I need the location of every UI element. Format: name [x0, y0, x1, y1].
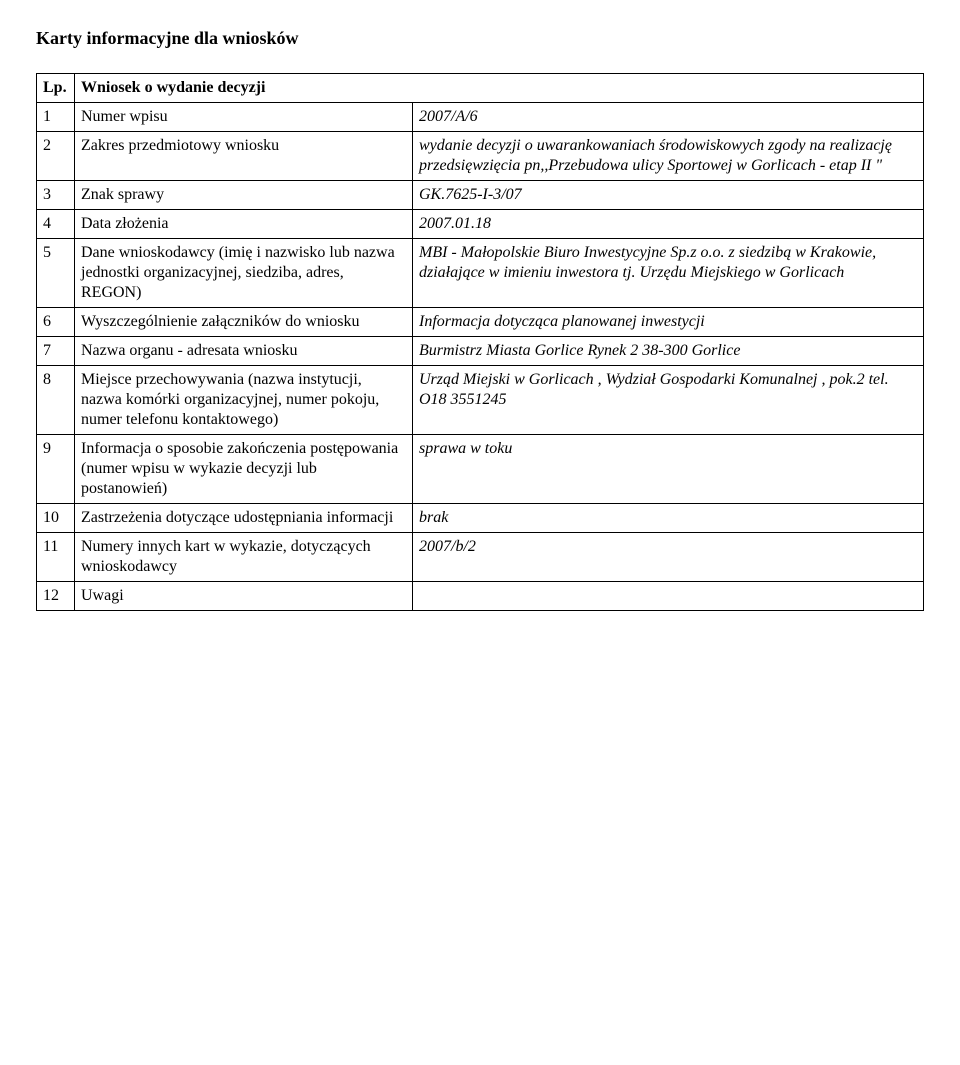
- row-number: 12: [37, 582, 75, 611]
- row-value: Informacja dotycząca planowanej inwestyc…: [413, 308, 924, 337]
- row-label: Data złożenia: [75, 210, 413, 239]
- row-number: 6: [37, 308, 75, 337]
- row-number: 11: [37, 533, 75, 582]
- table-header-row: Lp. Wniosek o wydanie decyzji: [37, 74, 924, 103]
- row-value: sprawa w toku: [413, 435, 924, 504]
- row-label: Zakres przedmiotowy wniosku: [75, 132, 413, 181]
- row-value: wydanie decyzji o uwarankowaniach środow…: [413, 132, 924, 181]
- row-label: Dane wnioskodawcy (imię i nazwisko lub n…: [75, 239, 413, 308]
- row-label: Zastrzeżenia dotyczące udostępniania inf…: [75, 504, 413, 533]
- row-label: Uwagi: [75, 582, 413, 611]
- row-label: Miejsce przechowywania (nazwa instytucji…: [75, 366, 413, 435]
- table-row: 4Data złożenia2007.01.18: [37, 210, 924, 239]
- row-value: Urząd Miejski w Gorlicach , Wydział Gosp…: [413, 366, 924, 435]
- row-label: Numer wpisu: [75, 103, 413, 132]
- row-value: [413, 582, 924, 611]
- table-row: 3Znak sprawyGK.7625-I-3/07: [37, 181, 924, 210]
- row-number: 3: [37, 181, 75, 210]
- table-row: 1Numer wpisu2007/A/6: [37, 103, 924, 132]
- table-row: 2Zakres przedmiotowy wnioskuwydanie decy…: [37, 132, 924, 181]
- row-number: 1: [37, 103, 75, 132]
- row-value: brak: [413, 504, 924, 533]
- row-label: Wyszczególnienie załączników do wniosku: [75, 308, 413, 337]
- header-subject: Wniosek o wydanie decyzji: [75, 74, 924, 103]
- row-label: Informacja o sposobie zakończenia postęp…: [75, 435, 413, 504]
- row-label: Nazwa organu - adresata wniosku: [75, 337, 413, 366]
- info-table: Lp. Wniosek o wydanie decyzji 1Numer wpi…: [36, 73, 924, 611]
- page-title: Karty informacyjne dla wniosków: [36, 28, 924, 49]
- row-label: Znak sprawy: [75, 181, 413, 210]
- row-value: 2007.01.18: [413, 210, 924, 239]
- row-number: 8: [37, 366, 75, 435]
- row-value: MBI - Małopolskie Biuro Inwestycyjne Sp.…: [413, 239, 924, 308]
- header-lp: Lp.: [37, 74, 75, 103]
- row-number: 10: [37, 504, 75, 533]
- table-row: 8Miejsce przechowywania (nazwa instytucj…: [37, 366, 924, 435]
- row-label: Numery innych kart w wykazie, dotyczącyc…: [75, 533, 413, 582]
- table-row: 5Dane wnioskodawcy (imię i nazwisko lub …: [37, 239, 924, 308]
- row-number: 7: [37, 337, 75, 366]
- row-number: 5: [37, 239, 75, 308]
- table-row: 9Informacja o sposobie zakończenia postę…: [37, 435, 924, 504]
- row-value: 2007/b/2: [413, 533, 924, 582]
- row-value: Burmistrz Miasta Gorlice Rynek 2 38-300 …: [413, 337, 924, 366]
- table-row: 10Zastrzeżenia dotyczące udostępniania i…: [37, 504, 924, 533]
- table-row: 12Uwagi: [37, 582, 924, 611]
- row-value: 2007/A/6: [413, 103, 924, 132]
- row-number: 2: [37, 132, 75, 181]
- row-number: 9: [37, 435, 75, 504]
- row-value: GK.7625-I-3/07: [413, 181, 924, 210]
- table-row: 7Nazwa organu - adresata wnioskuBurmistr…: [37, 337, 924, 366]
- table-row: 11Numery innych kart w wykazie, dotycząc…: [37, 533, 924, 582]
- row-number: 4: [37, 210, 75, 239]
- table-row: 6Wyszczególnienie załączników do wniosku…: [37, 308, 924, 337]
